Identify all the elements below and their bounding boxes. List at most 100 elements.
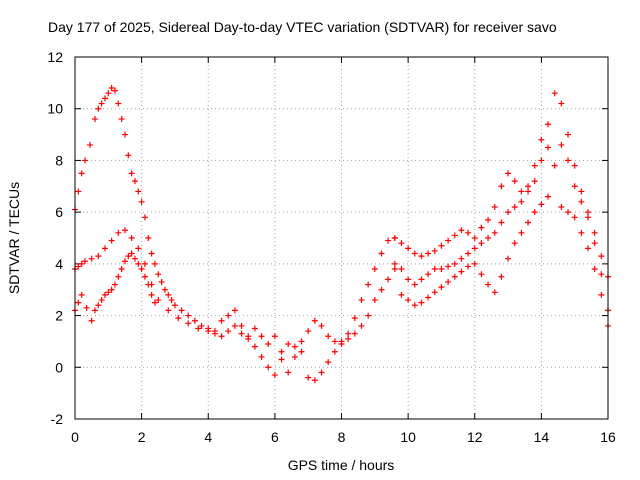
data-point	[531, 178, 538, 185]
data-point	[485, 216, 492, 223]
data-point	[331, 338, 338, 345]
data-point	[131, 255, 138, 262]
data-point	[265, 364, 272, 371]
data-point	[118, 116, 125, 123]
data-point	[75, 188, 82, 195]
data-point	[185, 312, 192, 319]
data-point	[245, 335, 252, 342]
y-tick-label: 10	[47, 101, 63, 117]
y-tick-label: -2	[51, 411, 64, 427]
data-point	[318, 322, 325, 329]
x-tick-labels: 0 2 4 6 8 10 12 14 16	[71, 429, 616, 445]
data-point	[95, 105, 102, 112]
data-point	[145, 235, 152, 241]
data-point	[351, 330, 358, 337]
data-point	[158, 278, 165, 285]
data-point	[478, 224, 485, 231]
data-point	[115, 229, 122, 236]
data-point	[311, 317, 318, 324]
data-point	[585, 214, 592, 221]
x-tick-label: 6	[271, 429, 279, 445]
data-point	[458, 227, 465, 234]
data-point	[431, 247, 438, 254]
data-point	[465, 250, 472, 257]
data-point	[538, 136, 545, 143]
data-point	[585, 245, 592, 252]
series-track-low-early	[72, 250, 158, 324]
axis-ticks	[74, 56, 609, 420]
data-point	[291, 343, 298, 350]
data-point	[478, 240, 485, 247]
data-point	[438, 284, 445, 291]
data-point	[571, 162, 578, 169]
data-point	[135, 260, 142, 267]
data-point	[558, 141, 565, 148]
x-tick-label: 8	[338, 429, 346, 445]
x-tick-label: 10	[400, 429, 416, 445]
data-point	[91, 307, 98, 314]
data-point	[571, 183, 578, 190]
data-point	[391, 260, 398, 267]
data-point	[298, 338, 305, 345]
series-track-high	[72, 85, 218, 335]
data-point	[518, 229, 525, 236]
data-point	[165, 307, 172, 314]
data-point	[108, 85, 115, 92]
data-point	[451, 232, 458, 239]
x-tick-label: 0	[71, 429, 79, 445]
data-point	[351, 315, 358, 322]
y-tick-label: 12	[47, 49, 63, 65]
data-point	[278, 348, 285, 355]
data-point	[405, 276, 412, 283]
data-point	[425, 294, 432, 301]
data-point	[545, 121, 552, 128]
data-point	[101, 245, 108, 252]
data-point	[565, 131, 572, 138]
data-point	[565, 209, 572, 216]
data-point	[571, 214, 578, 221]
data-point	[198, 322, 205, 329]
series-track-evening-mid	[391, 141, 611, 314]
y-tick-label: 0	[55, 359, 63, 375]
data-point	[431, 289, 438, 296]
data-point	[431, 266, 438, 273]
data-point	[491, 229, 498, 236]
data-point	[505, 170, 512, 177]
data-point	[551, 90, 558, 97]
data-point	[105, 90, 112, 97]
data-point	[165, 291, 172, 298]
data-point	[121, 258, 128, 265]
data-point	[505, 255, 512, 262]
data-point	[418, 276, 425, 283]
data-point	[125, 152, 132, 159]
data-point	[345, 335, 352, 342]
data-point	[471, 245, 478, 252]
data-point	[128, 250, 135, 257]
data-point	[238, 330, 245, 337]
data-point	[505, 209, 512, 216]
data-point	[591, 240, 598, 247]
data-point	[258, 333, 265, 340]
data-point	[218, 333, 225, 340]
data-point	[141, 214, 148, 221]
grid-lines	[75, 57, 608, 419]
data-point	[251, 343, 258, 350]
data-point	[511, 240, 518, 247]
data-point	[118, 266, 125, 273]
data-point	[598, 253, 605, 260]
data-point	[81, 258, 88, 265]
data-point	[271, 333, 278, 340]
data-point	[151, 299, 158, 306]
y-tick-labels: -2 0 2 4 6 8 10 12	[47, 49, 63, 427]
data-point	[438, 266, 445, 273]
data-point	[465, 263, 472, 270]
y-tick-label: 2	[55, 308, 63, 324]
data-point	[458, 268, 465, 275]
data-point	[411, 302, 418, 309]
data-point	[371, 297, 378, 304]
data-point	[485, 281, 492, 288]
data-point	[88, 255, 95, 262]
data-point	[398, 240, 405, 247]
data-point	[385, 237, 392, 244]
data-point	[331, 348, 338, 355]
